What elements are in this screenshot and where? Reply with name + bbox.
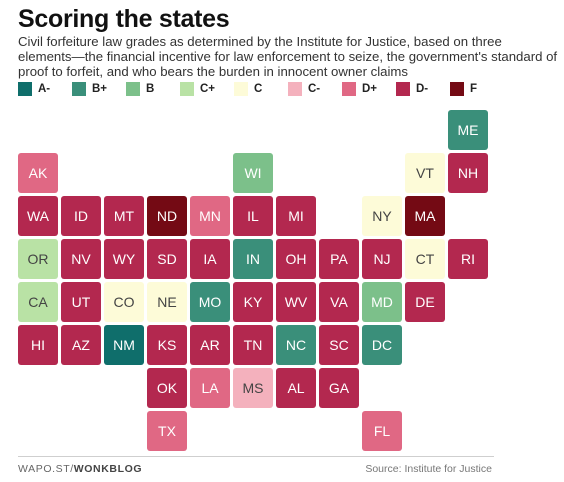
chart-title: Scoring the states: [18, 5, 230, 33]
state-tile: SC: [319, 325, 359, 365]
state-tile: MI: [276, 196, 316, 236]
state-tile: DC: [362, 325, 402, 365]
state-tile: PA: [319, 239, 359, 279]
state-tile: AR: [190, 325, 230, 365]
state-tile: OR: [18, 239, 58, 279]
legend-swatch: [342, 82, 356, 96]
state-tile: IA: [190, 239, 230, 279]
state-tile: CA: [18, 282, 58, 322]
state-tile: DE: [405, 282, 445, 322]
state-tile: MO: [190, 282, 230, 322]
chart-subtitle: Civil forfeiture law grades as determine…: [18, 34, 558, 79]
state-tile: MD: [362, 282, 402, 322]
legend-label: D+: [362, 83, 378, 95]
state-tile: VA: [319, 282, 359, 322]
legend-label: C+: [200, 83, 216, 95]
state-tile: MT: [104, 196, 144, 236]
state-tile: AK: [18, 153, 58, 193]
state-tile: SD: [147, 239, 187, 279]
state-tile: AL: [276, 368, 316, 408]
state-tile: RI: [448, 239, 488, 279]
state-tile: NJ: [362, 239, 402, 279]
source-note: Source: Institute for Justice: [365, 463, 492, 475]
state-tile: NY: [362, 196, 402, 236]
state-tile: MA: [405, 196, 445, 236]
footer-divider: [18, 456, 494, 457]
state-tile: MS: [233, 368, 273, 408]
state-tile: ND: [147, 196, 187, 236]
legend-label: D-: [416, 83, 429, 95]
legend-swatch: [126, 82, 140, 96]
state-tile: AZ: [61, 325, 101, 365]
legend-label: C: [254, 83, 263, 95]
state-tile: CT: [405, 239, 445, 279]
state-tile: GA: [319, 368, 359, 408]
state-tile: WV: [276, 282, 316, 322]
state-tile: NM: [104, 325, 144, 365]
state-tile: NV: [61, 239, 101, 279]
legend-swatch: [288, 82, 302, 96]
state-tile: HI: [18, 325, 58, 365]
state-tile: OK: [147, 368, 187, 408]
credit-prefix: WAPO.ST/: [18, 463, 74, 475]
state-tile: NE: [147, 282, 187, 322]
state-tile: ID: [61, 196, 101, 236]
state-tile: CO: [104, 282, 144, 322]
state-tile: ME: [448, 110, 488, 150]
state-tile: MN: [190, 196, 230, 236]
legend-label: C-: [308, 83, 321, 95]
legend-label: F: [470, 83, 478, 95]
legend-swatch: [72, 82, 86, 96]
state-tile: IL: [233, 196, 273, 236]
state-tile: WI: [233, 153, 273, 193]
state-tile: IN: [233, 239, 273, 279]
state-tile: UT: [61, 282, 101, 322]
legend-label: B: [146, 83, 155, 95]
state-tile: NC: [276, 325, 316, 365]
state-tile: VT: [405, 153, 445, 193]
legend-label: A-: [38, 83, 51, 95]
credit-bold: WONKBLOG: [73, 463, 143, 475]
legend-swatch: [396, 82, 410, 96]
state-tile: KS: [147, 325, 187, 365]
state-tile: KY: [233, 282, 273, 322]
state-tile: TX: [147, 411, 187, 451]
legend-swatch: [180, 82, 194, 96]
state-tile: NH: [448, 153, 488, 193]
credit-line: WAPO.ST/WONKBLOG: [18, 463, 142, 475]
legend-swatch: [450, 82, 464, 96]
state-tile: TN: [233, 325, 273, 365]
state-tile: WA: [18, 196, 58, 236]
legend-label: B+: [92, 83, 108, 95]
state-tile: FL: [362, 411, 402, 451]
state-tile: LA: [190, 368, 230, 408]
state-tile: OH: [276, 239, 316, 279]
state-tile: WY: [104, 239, 144, 279]
legend-swatch: [234, 82, 248, 96]
legend-swatch: [18, 82, 32, 96]
